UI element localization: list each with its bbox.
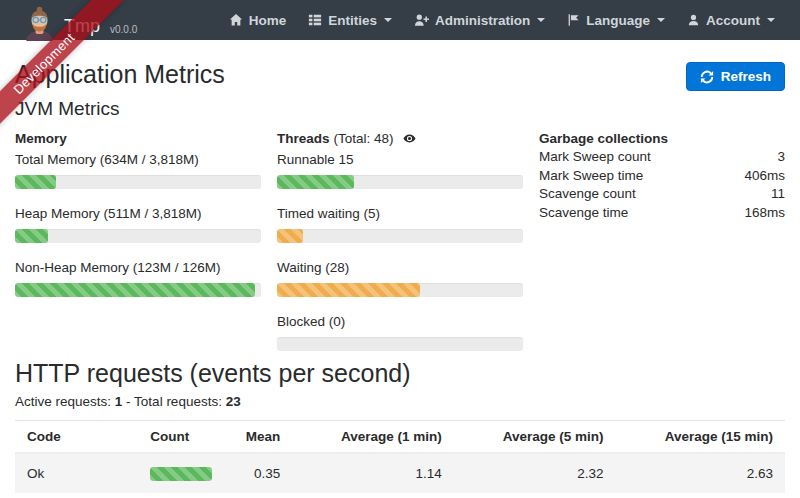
nav-item-home[interactable]: Home: [218, 13, 298, 28]
home-icon: [229, 13, 243, 27]
jvm-metrics-title: JVM Metrics: [15, 98, 785, 120]
chevron-down-icon: [537, 18, 545, 22]
table-row-ok: Ok 0.35 1.14 2.32 2.63: [15, 453, 785, 493]
waiting-progressbar: [277, 283, 523, 297]
count-cell: [138, 453, 215, 493]
active-requests-value: 1: [115, 394, 123, 409]
nav-item-administration[interactable]: Administration: [403, 13, 556, 28]
main-content: Application Metrics Refresh JVM Metrics …: [0, 40, 800, 493]
list-icon: [308, 13, 322, 27]
jhipster-avatar-logo: [22, 6, 57, 41]
timed-waiting-label: Timed waiting (5): [277, 204, 523, 223]
app-title: Tmp: [64, 17, 100, 35]
col-header-avg-15min: Average (15 min): [616, 421, 785, 454]
http-requests-title: HTTP requests (events per second): [15, 359, 785, 388]
navbar: Tmp v0.0.0 Home Entities Administration …: [0, 0, 800, 40]
blocked-progressbar: [277, 337, 523, 351]
avg-5min-cell: 2.32: [454, 453, 616, 493]
waiting-label: Waiting (28): [277, 258, 523, 277]
nonheap-memory-label: Non-Heap Memory (123M / 126M): [15, 258, 261, 277]
nav-item-entities[interactable]: Entities: [297, 13, 403, 28]
nav-item-language[interactable]: Language: [556, 13, 676, 28]
brand-link[interactable]: Tmp v0.0.0: [22, 6, 137, 35]
threads-section: Threads(Total: 48) Runnable 15 Timed wai…: [277, 129, 523, 351]
refresh-icon: [700, 70, 714, 84]
user-icon: [687, 13, 700, 27]
table-header-row: Code Count Mean Average (1 min) Average …: [15, 421, 785, 454]
memory-title: Memory: [15, 129, 261, 148]
total-memory-progressbar: [15, 175, 261, 189]
col-header-avg-5min: Average (5 min): [454, 421, 616, 454]
blocked-label: Blocked (0): [277, 312, 523, 331]
runnable-progressbar: [277, 175, 523, 189]
gc-row-marksweep-time: Mark Sweep time406ms: [539, 167, 785, 186]
total-memory-label: Total Memory (634M / 3,818M): [15, 150, 261, 169]
http-requests-table: Code Count Mean Average (1 min) Average …: [15, 420, 785, 493]
chevron-down-icon: [384, 18, 392, 22]
flag-icon: [567, 13, 580, 27]
threads-title: Threads(Total: 48): [277, 129, 523, 148]
app-version: v0.0.0: [110, 24, 137, 35]
refresh-button[interactable]: Refresh: [686, 62, 785, 91]
count-progressbar: [150, 467, 212, 481]
gc-row-scavenge-time: Scavenge time168ms: [539, 204, 785, 223]
nav-item-account[interactable]: Account: [676, 13, 786, 28]
gc-row-scavenge-count: Scavenge count11: [539, 185, 785, 204]
chevron-down-icon: [657, 18, 665, 22]
eye-icon[interactable]: [402, 132, 417, 145]
memory-section: Memory Total Memory (634M / 3,818M) Heap…: [15, 129, 261, 351]
page-title: Application Metrics: [15, 60, 225, 89]
garbage-collections-section: Garbage collections Mark Sweep count3 Ma…: [539, 129, 785, 351]
timed-waiting-progressbar: [277, 229, 523, 243]
avg-15min-cell: 2.63: [616, 453, 785, 493]
chevron-down-icon: [767, 18, 775, 22]
col-header-code: Code: [15, 421, 138, 454]
runnable-label: Runnable 15: [277, 150, 523, 169]
requests-summary: Active requests: 1 - Total requests: 23: [15, 394, 785, 409]
user-plus-icon: [414, 13, 429, 27]
mean-cell: 0.35: [215, 453, 292, 493]
col-header-mean: Mean: [215, 421, 292, 454]
heap-memory-progressbar: [15, 229, 261, 243]
col-header-avg-1min: Average (1 min): [292, 421, 454, 454]
gc-row-marksweep-count: Mark Sweep count3: [539, 148, 785, 167]
garbage-collections-title: Garbage collections: [539, 129, 785, 148]
col-header-count: Count: [138, 421, 215, 454]
nonheap-memory-progressbar: [15, 283, 261, 297]
avg-1min-cell: 1.14: [292, 453, 454, 493]
nav-menu: Home Entities Administration Language Ac…: [218, 13, 786, 28]
heap-memory-label: Heap Memory (511M / 3,818M): [15, 204, 261, 223]
total-requests-value: 23: [226, 394, 241, 409]
code-cell: Ok: [15, 453, 138, 493]
